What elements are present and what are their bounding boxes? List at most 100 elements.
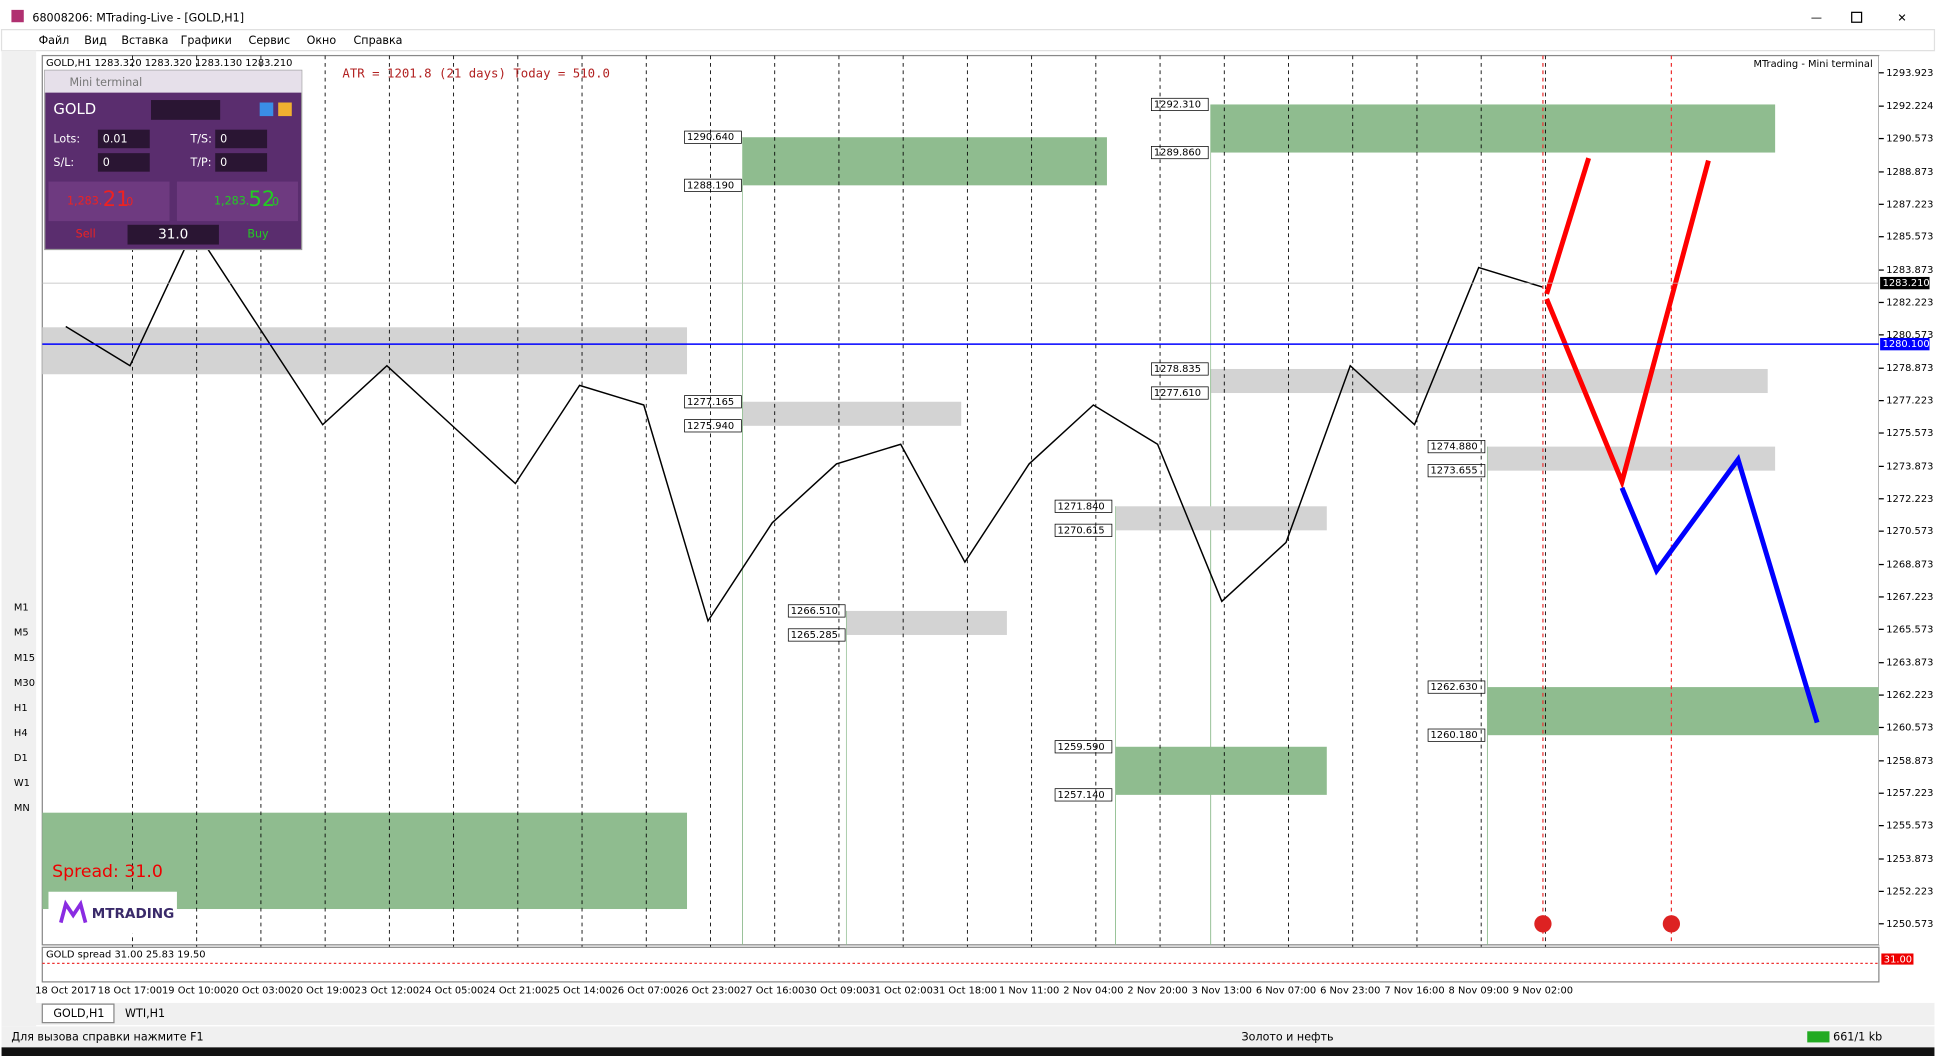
level-label-box [1054,523,1113,537]
y-tick-label: 1285.573 [1886,232,1933,243]
level-box [1880,337,1930,351]
lots-input[interactable] [97,129,150,149]
logo: MTRADING [92,906,175,922]
period-button[interactable]: H1 [14,703,28,714]
sell-big[interactable]: 21 [103,187,130,211]
price-axis [1878,55,1935,945]
y-tick-label: 1287.223 [1886,199,1933,210]
level-label: 1277.610 [1154,388,1201,399]
y-tick-label: 1275.573 [1886,428,1933,439]
level-label-box [1151,97,1209,112]
level-label-box [787,628,846,642]
menu-item[interactable]: Сервис [249,34,291,47]
menu-bar [0,29,1936,52]
y-tick-label: 1268.873 [1886,560,1933,571]
maximize[interactable] [1851,11,1863,23]
bid-label: 1283.210 [1883,278,1930,289]
ts[interactable]: 0 [220,133,227,146]
level-label-box [684,395,742,409]
corner-label: MTrading - Mini terminal [1753,59,1872,70]
spread-label: Spread: 31.0 [52,862,163,882]
level-label-box [684,419,742,433]
y-tick-label: 1293.923 [1886,68,1933,79]
level-label: 1270.615 [1058,525,1105,536]
ts-label: T/S: [190,133,212,146]
menu-item[interactable]: Графики [181,34,232,47]
menu-item[interactable]: Справка [354,34,403,47]
menu-item[interactable]: Вставка [121,34,168,47]
sell-sup[interactable]: 0 [126,196,133,209]
sell-button[interactable] [48,181,170,222]
buy-button[interactable] [176,181,298,222]
y-tick-label: 1255.573 [1886,821,1933,832]
tp-input[interactable] [215,153,268,172]
y-tick-label: 1282.223 [1886,297,1933,308]
period-button[interactable]: M5 [14,628,29,639]
mini-spread: 31.0 [158,227,188,243]
level-label: 1266.510 [791,606,838,617]
chart-area [41,54,1880,946]
level-label: 1259.590 [1058,742,1105,753]
level-label: 1292.310 [1154,99,1201,110]
sell-label[interactable]: Sell [76,228,96,241]
time-label: 31 Oct 02:00 [868,986,932,997]
atr: ATR = 1201.8 (21 days) Today = 510.0 [342,67,610,81]
sl[interactable]: 0 [103,156,110,169]
lots[interactable]: 0.01 [103,133,128,146]
y-tick-label: 1283.873 [1886,265,1933,276]
tab-active[interactable] [41,1003,115,1024]
period-button[interactable]: W1 [14,778,30,789]
indicator-label: GOLD spread 31.00 25.83 19.50 [46,950,206,961]
level-label-box [1054,788,1113,802]
title-bar [1,0,1935,30]
y-tick-label: 1258.873 [1886,756,1933,767]
tp-label: T/P: [190,156,212,169]
buy-label[interactable]: Buy [247,228,269,241]
tab[interactable]: GOLD,H1 [53,1007,104,1020]
period-button[interactable]: M15 [14,653,35,664]
status-profile: Золото и нефть [1242,1030,1334,1043]
time-label: 7 Nov 16:00 [1384,986,1444,997]
period-button[interactable]: H4 [14,728,28,739]
buy-big[interactable]: 52 [249,187,276,211]
period-button[interactable]: D1 [14,753,28,764]
time-label: 20 Oct 03:00 [226,986,290,997]
sell-small[interactable]: 1,283. [67,194,102,207]
period-button[interactable]: MN [14,803,30,814]
time-label: 26 Oct 07:00 [612,986,676,997]
menu-item[interactable]: Окно [307,34,337,47]
level-label-box [684,178,742,192]
zone [42,327,688,375]
sl-input[interactable] [97,153,150,172]
time-label: 24 Oct 05:00 [419,986,483,997]
y-tick-label: 1252.223 [1886,886,1933,897]
period-button[interactable]: M30 [14,678,35,689]
y-tick-label: 1270.573 [1886,526,1933,537]
minimize[interactable]: — [1811,12,1822,25]
level-label: 1288.190 [687,180,734,191]
alert-icon[interactable] [1662,915,1681,933]
menu-item[interactable]: Вид [84,34,107,47]
ts-input[interactable] [215,129,268,149]
alert-icon[interactable] [1534,915,1552,933]
forecast-red [1544,159,1711,490]
tab[interactable]: WTI,H1 [125,1007,165,1020]
period-button[interactable]: M1 [14,603,29,614]
options[interactable] [278,102,292,117]
buy-small[interactable]: 1,283. [214,194,249,207]
mini-title-bar [44,70,302,93]
tp[interactable]: 0 [220,156,227,169]
time-label: 19 Oct 10:00 [162,986,226,997]
buy-sup[interactable]: 0 [272,196,279,209]
y-tick-label: 1260.573 [1886,722,1933,733]
left-toolbar [1,50,37,1027]
status-bar [1,1026,1935,1048]
menu-item[interactable]: Файл [39,34,70,47]
level-label-box [1427,728,1486,742]
zone [1487,687,1879,736]
symbol-box[interactable] [150,100,221,120]
indicator-value: 31.00 [1884,955,1912,966]
close[interactable]: ✕ [1897,12,1906,25]
settings[interactable] [259,102,274,117]
y-tick-label: 1272.223 [1886,494,1933,505]
